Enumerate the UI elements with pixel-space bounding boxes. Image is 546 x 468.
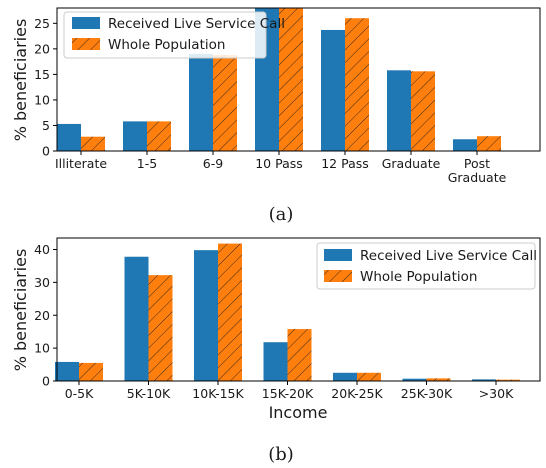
- chart-a-y-tick-label-4: 20: [34, 41, 50, 56]
- chart-a-bar-series1-4: [321, 29, 345, 151]
- chart-b-bars: [55, 243, 520, 381]
- chart-a-legend: Received Live Service Call Whole Populat…: [63, 11, 285, 59]
- chart-a-y-axis-label: % beneficiaries: [11, 19, 30, 142]
- chart-a-bar-series2-hatch-1: [147, 121, 171, 151]
- chart-a-legend-label-series1: Received Live Service Call: [108, 16, 285, 32]
- chart-b-bar-series2-hatch-0: [79, 362, 103, 381]
- chart-a-bar-series2-hatch-6: [477, 136, 501, 151]
- chart-a-legend-swatch-series2-hatch: [72, 38, 100, 50]
- chart-a-x-tick-label-0: Illiterate: [55, 156, 107, 171]
- chart-b-plot-frame: [56, 237, 541, 382]
- chart-a-x-tick-label-1: 1-5: [137, 156, 157, 171]
- chart-b-x-ticks: 0-5K 5K-10K 10K-15K 15K-20K 20K-25K 25K-30K >3…: [65, 381, 514, 401]
- chart-a: 0 5 10 15 20 25 Illiterate 1-5 6-9 10 Pass 12 Pas…: [11, 7, 541, 225]
- chart-a-bar-series1-1: [123, 121, 147, 151]
- chart-a-bar-series1-2: [189, 53, 213, 151]
- chart-b-y-ticks: 0 10 20 30 40: [34, 242, 57, 389]
- chart-b-legend-swatch-series1: [324, 249, 352, 261]
- chart-b-x-tick-label-3: 15K-20K: [262, 386, 314, 401]
- chart-b-bar-series2-hatch-6: [496, 379, 520, 381]
- chart-b-bar-series2-hatch-1: [148, 275, 173, 381]
- chart-a-x-tick-label-5: Graduate: [382, 156, 441, 171]
- chart-a-x-tick-label-2: 6-9: [203, 156, 223, 171]
- chart-b-x-tick-label-6: >30K: [479, 386, 514, 401]
- chart-a-bar-series2-hatch-3: [279, 8, 303, 151]
- chart-b-legend-box: [316, 242, 536, 290]
- chart-b-y-axis-label: % beneficiaries: [11, 249, 30, 372]
- chart-b-x-axis-label: Income: [269, 403, 328, 422]
- chart-a-bar-series2-hatch-2: [213, 54, 237, 151]
- chart-a-plot-frame: [56, 7, 541, 152]
- chart-b-legend: Received Live Service Call Whole Populat…: [316, 242, 537, 290]
- chart-a-bar-series1-6: [453, 139, 477, 151]
- chart-b-y-tick-label-4: 40: [34, 242, 50, 257]
- chart-b-bar-series2-hatch-4: [357, 372, 381, 381]
- chart-a-legend-box: [63, 11, 267, 59]
- chart-a-x-tick-label-6: Post Graduate: [448, 156, 507, 185]
- chart-b-y-tick-label-3: 30: [34, 275, 50, 290]
- chart-a-x-tick-label-3: 10 Pass: [255, 156, 303, 171]
- chart-b-bar-series1-5: [402, 378, 427, 381]
- chart-a-legend-swatch-series1: [72, 17, 100, 29]
- chart-a-bar-series1-5: [387, 70, 411, 151]
- chart-a-bar-series2-hatch-5: [411, 71, 435, 151]
- chart-a-caption: (a): [269, 204, 294, 225]
- chart-b-bar-series1-0: [55, 361, 79, 381]
- chart-b: 0 10 20 30 40 0-5K 5K-10K 10K-15K 15K-20K 20K-25…: [11, 237, 541, 465]
- chart-a-x-ticks: Illiterate 1-5 6-9 10 Pass 12 Pass Graduate Po…: [55, 151, 507, 185]
- chart-b-y-tick-label-1: 10: [34, 341, 50, 356]
- chart-b-y-tick-label-2: 20: [34, 308, 50, 323]
- chart-a-y-tick-label-0: 0: [42, 144, 50, 159]
- chart-a-y-tick-label-5: 25: [34, 16, 50, 31]
- chart-b-x-tick-label-5: 25K-30K: [401, 386, 453, 401]
- chart-a-bar-series1-0: [57, 123, 81, 151]
- chart-b-legend-label-series2: Whole Population: [360, 269, 477, 285]
- chart-b-x-tick-label-0: 0-5K: [65, 386, 94, 401]
- chart-a-x-tick-label-4: 12 Pass: [321, 156, 369, 171]
- chart-b-bar-series1-3: [263, 342, 288, 381]
- chart-b-bar-series2-hatch-2: [218, 243, 242, 381]
- chart-a-y-tick-label-1: 5: [42, 118, 50, 133]
- chart-b-x-tick-label-4: 20K-25K: [331, 386, 383, 401]
- chart-a-legend-label-series2: Whole Population: [108, 37, 225, 53]
- chart-b-caption: (b): [268, 444, 294, 465]
- chart-a-y-tick-label-2: 10: [34, 92, 50, 107]
- chart-b-bar-series1-1: [124, 256, 149, 381]
- chart-b-bar-series1-2: [194, 250, 218, 381]
- chart-b-bar-series2-hatch-5: [426, 378, 451, 381]
- chart-b-legend-swatch-series2-hatch: [324, 270, 352, 282]
- chart-a-y-tick-label-3: 15: [34, 67, 50, 82]
- chart-b-bar-series2-hatch-3: [287, 329, 312, 381]
- chart-b-y-tick-label-0: 0: [42, 374, 50, 389]
- chart-b-x-tick-label-2: 10K-15K: [192, 386, 244, 401]
- chart-b-bar-series1-6: [472, 379, 496, 381]
- chart-b-legend-label-series1: Received Live Service Call: [360, 248, 537, 264]
- chart-a-bar-series2-hatch-0: [81, 136, 105, 151]
- chart-a-bar-series2-hatch-4: [345, 18, 369, 152]
- chart-b-x-tick-label-1: 5K-10K: [127, 386, 171, 401]
- chart-b-bar-series1-4: [333, 372, 357, 381]
- chart-a-y-ticks: 0 5 10 15 20 25: [34, 16, 57, 159]
